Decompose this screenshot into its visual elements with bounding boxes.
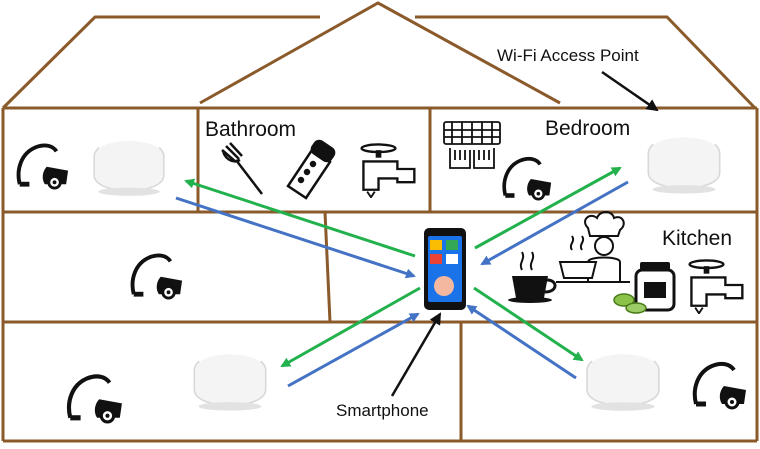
arrow-phone-to-ap-top-left (184, 178, 416, 258)
smartphone-pointer (390, 312, 442, 397)
bathroom-label: Bathroom (205, 118, 297, 141)
vacuum-cleaner-icon (19, 145, 69, 188)
arrow-ap-top-right-to-phone (480, 180, 629, 266)
arrow-ap-bottom-left-to-phone (287, 312, 420, 388)
smartphone-label: Smartphone (336, 401, 429, 420)
coffee-cup-icon (508, 251, 557, 303)
arrow-phone-to-ap-bottom-left (280, 286, 421, 368)
smartphone-icon (424, 228, 466, 310)
vacuum-cleaner-icon (504, 159, 551, 199)
chef-icon (556, 211, 630, 283)
water-tap-icon (360, 143, 416, 198)
uplink-arrows (184, 166, 622, 368)
jar-icon (613, 262, 676, 314)
wifi-router-icon (94, 139, 164, 196)
downlink-arrows (175, 180, 629, 388)
keyboard-icon (443, 121, 501, 169)
bedroom-label: Bedroom (545, 117, 631, 140)
water-tap-icon (688, 259, 744, 314)
vacuum-cleaner-icon (69, 376, 122, 422)
wifi-router-icon (648, 135, 719, 193)
wifi-router-icon (587, 352, 659, 411)
kitchen-label: Kitchen (662, 227, 733, 250)
wifi-router-icon (194, 352, 265, 410)
arrow-ap-top-left-to-phone (175, 196, 416, 279)
access-point-pointer (601, 70, 659, 112)
arrow-phone-to-ap-bottom-right (473, 286, 584, 362)
fork-icon (221, 142, 263, 195)
vacuum-cleaner-icon (695, 364, 746, 408)
vacuum-cleaner-icon (133, 255, 183, 298)
arrow-phone-to-ap-top-right (474, 166, 622, 250)
electric-shaver-icon (286, 139, 336, 200)
access-point-label: Wi-Fi Access Point (497, 46, 639, 65)
arrow-ap-bottom-right-to-phone (466, 304, 577, 380)
